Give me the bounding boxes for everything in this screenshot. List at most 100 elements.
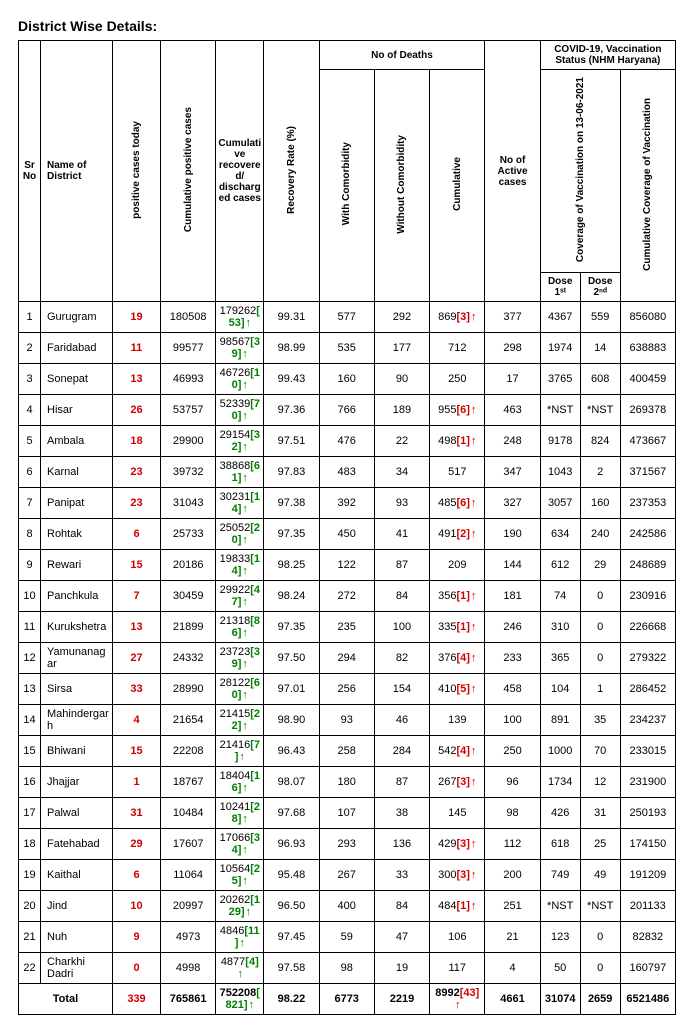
cell-rr: 97.68 — [264, 798, 319, 829]
th-pct: positive cases today — [113, 41, 161, 302]
cell-woc: 284 — [374, 736, 429, 767]
cell-pct: 15 — [113, 550, 161, 581]
cell-sno: 16 — [19, 767, 41, 798]
cell-active: 463 — [485, 395, 540, 426]
cell-sno: 21 — [19, 922, 41, 953]
cell-cumvac: 371567 — [620, 457, 675, 488]
cell-cum: 335[1] — [430, 612, 485, 643]
cell-pct: 18 — [113, 426, 161, 457]
cell-dose1: *NST — [540, 891, 580, 922]
cell-dose2: 2 — [580, 457, 620, 488]
cell-rdc: 30231[14] — [216, 488, 264, 519]
cell-rdc: 46726[10] — [216, 364, 264, 395]
cell-name: Mahindergarh — [41, 705, 113, 736]
cell-dose1: 50 — [540, 953, 580, 984]
cell-cum: 410[5] — [430, 674, 485, 705]
cell-dose2: 70 — [580, 736, 620, 767]
cell-dose2: 608 — [580, 364, 620, 395]
cell-active: 96 — [485, 767, 540, 798]
cell-cum: 517 — [430, 457, 485, 488]
cell-name: Yamunanagar — [41, 643, 113, 674]
cell-cum: 209 — [430, 550, 485, 581]
cell-wc: 450 — [319, 519, 374, 550]
cell-woc: 38 — [374, 798, 429, 829]
cell-name: Charkhi Dadri — [41, 953, 113, 984]
th-wc: With Comorbidity — [319, 70, 374, 302]
cell-sno: 4 — [19, 395, 41, 426]
cell-rdc: 29154[32] — [216, 426, 264, 457]
cell-cumvac: 82832 — [620, 922, 675, 953]
cell-dose2: 35 — [580, 705, 620, 736]
cell-cum: 485[6] — [430, 488, 485, 519]
cell-woc: 34 — [374, 457, 429, 488]
cell-dose1: 1043 — [540, 457, 580, 488]
cell-dose1: 618 — [540, 829, 580, 860]
cell-cum: 376[4] — [430, 643, 485, 674]
cell-pct: 10 — [113, 891, 161, 922]
cell-sno: 9 — [19, 550, 41, 581]
cell-dose2: *NST — [580, 395, 620, 426]
cell-rdc: 17066[34] — [216, 829, 264, 860]
cell-rdc: 28122[60] — [216, 674, 264, 705]
th-name: Name of District — [41, 41, 113, 302]
cell-woc: 82 — [374, 643, 429, 674]
th-dose1: Dose 1ˢᵗ — [540, 273, 580, 302]
cell-total-cum: 8992[43] — [430, 984, 485, 1015]
cell-rr: 98.07 — [264, 767, 319, 798]
cell-total-cpc: 765861 — [161, 984, 216, 1015]
cell-sno: 10 — [19, 581, 41, 612]
cell-dose2: 0 — [580, 953, 620, 984]
cell-pct: 11 — [113, 333, 161, 364]
cell-cpc: 11064 — [161, 860, 216, 891]
cell-name: Karnal — [41, 457, 113, 488]
cell-cpc: 17607 — [161, 829, 216, 860]
cell-cpc: 4998 — [161, 953, 216, 984]
cell-cum: 542[4] — [430, 736, 485, 767]
cell-cumvac: 233015 — [620, 736, 675, 767]
cell-cpc: 10484 — [161, 798, 216, 829]
cell-cumvac: 191209 — [620, 860, 675, 891]
cell-pct: 13 — [113, 612, 161, 643]
cell-active: 144 — [485, 550, 540, 581]
cell-cpc: 21654 — [161, 705, 216, 736]
cell-rdc: 21415[22] — [216, 705, 264, 736]
cell-cumvac: 250193 — [620, 798, 675, 829]
cell-wc: 577 — [319, 302, 374, 333]
cell-dose1: 749 — [540, 860, 580, 891]
cell-dose1: 612 — [540, 550, 580, 581]
cell-cpc: 99577 — [161, 333, 216, 364]
cell-cum: 869[3] — [430, 302, 485, 333]
cell-rr: 96.43 — [264, 736, 319, 767]
table-row: 9Rewari152018619833[14]98.25122872091446… — [19, 550, 676, 581]
cell-active: 251 — [485, 891, 540, 922]
cell-cpc: 20997 — [161, 891, 216, 922]
th-cum: Cumulative — [430, 70, 485, 302]
cell-woc: 84 — [374, 581, 429, 612]
th-cumvac: Cumulative Coverage of Vaccination — [620, 70, 675, 302]
cell-cumvac: 279322 — [620, 643, 675, 674]
cell-active: 250 — [485, 736, 540, 767]
cell-wc: 93 — [319, 705, 374, 736]
cell-rdc: 179262[53] — [216, 302, 264, 333]
cell-dose1: 104 — [540, 674, 580, 705]
cell-rr: 98.90 — [264, 705, 319, 736]
cell-pct: 19 — [113, 302, 161, 333]
table-row: 7Panipat233104330231[14]97.3839293485[6]… — [19, 488, 676, 519]
cell-name: Hisar — [41, 395, 113, 426]
cell-rdc: 21318[86] — [216, 612, 264, 643]
table-row: 15Bhiwani152220821416[7]96.43258284542[4… — [19, 736, 676, 767]
cell-rr: 97.35 — [264, 612, 319, 643]
cell-sno: 13 — [19, 674, 41, 705]
cell-dose1: 74 — [540, 581, 580, 612]
cell-pct: 15 — [113, 736, 161, 767]
cell-cpc: 31043 — [161, 488, 216, 519]
cell-total-wc: 6773 — [319, 984, 374, 1015]
cell-woc: 19 — [374, 953, 429, 984]
cell-active: 347 — [485, 457, 540, 488]
cell-rr: 96.50 — [264, 891, 319, 922]
cell-rdc: 38868[61] — [216, 457, 264, 488]
table-row: 17Palwal311048410241[28]97.6810738145984… — [19, 798, 676, 829]
th-dose2: Dose 2ⁿᵈ — [580, 273, 620, 302]
cell-cum: 429[3] — [430, 829, 485, 860]
cell-active: 100 — [485, 705, 540, 736]
